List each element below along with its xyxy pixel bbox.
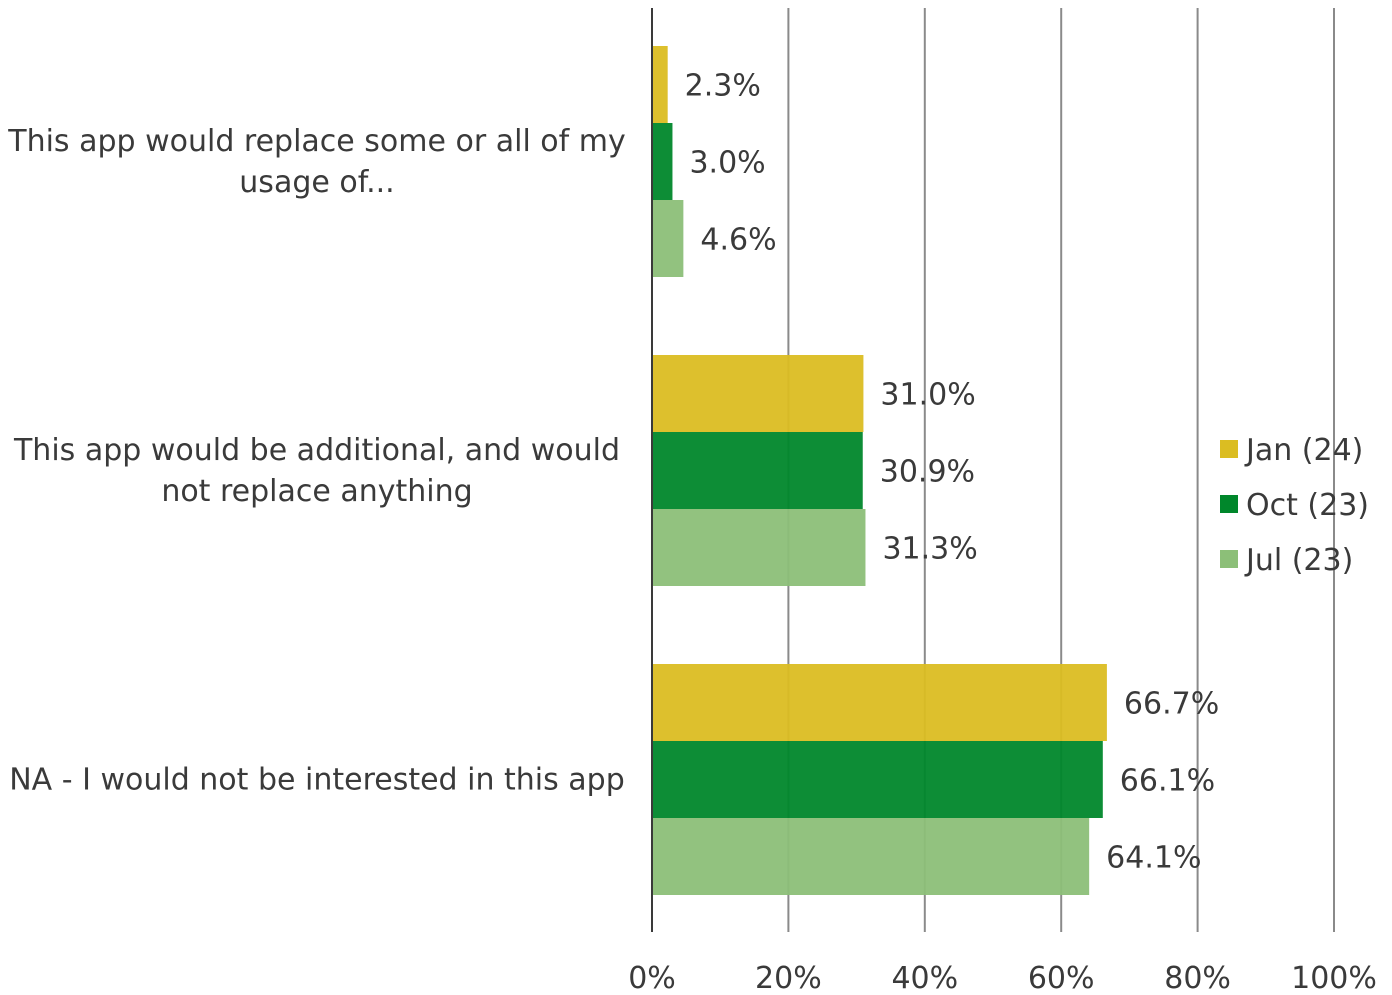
- data-label: 30.9%: [880, 455, 975, 490]
- bar: [652, 355, 864, 432]
- data-label: 31.0%: [880, 378, 975, 413]
- bar: [652, 509, 866, 586]
- legend-swatch: [1220, 440, 1238, 458]
- data-label: 64.1%: [1106, 841, 1201, 876]
- x-tick-label: 100%: [1291, 961, 1377, 995]
- x-tick-label: 80%: [1164, 961, 1231, 995]
- legend-swatch: [1220, 495, 1238, 513]
- x-tick-label: 20%: [755, 961, 822, 995]
- bar: [652, 123, 673, 200]
- category-label: This app would be additional, and would: [13, 433, 620, 468]
- category-label: usage of...: [239, 165, 394, 200]
- data-label: 3.0%: [689, 146, 765, 181]
- data-label: 66.7%: [1124, 687, 1219, 722]
- bar: [652, 818, 1090, 895]
- data-label: 4.6%: [700, 223, 776, 258]
- category-label: This app would replace some or all of my: [7, 124, 626, 159]
- bar: [652, 200, 684, 277]
- bar: [652, 664, 1107, 741]
- legend-label: Oct (23): [1246, 488, 1369, 523]
- data-label: 66.1%: [1120, 764, 1215, 799]
- legend-label: Jul (23): [1244, 543, 1353, 578]
- bar: [652, 741, 1103, 818]
- bar: [652, 46, 668, 123]
- category-label: NA - I would not be interested in this a…: [9, 763, 625, 798]
- x-tick-label: 60%: [1028, 961, 1095, 995]
- legend-label: Jan (24): [1244, 433, 1363, 468]
- category-label: not replace anything: [161, 474, 472, 509]
- data-label: 2.3%: [685, 69, 761, 104]
- x-tick-label: 0%: [628, 961, 676, 995]
- bar: [652, 432, 863, 509]
- legend-swatch: [1220, 550, 1238, 568]
- x-tick-label: 40%: [891, 961, 958, 995]
- data-label: 31.3%: [882, 532, 977, 567]
